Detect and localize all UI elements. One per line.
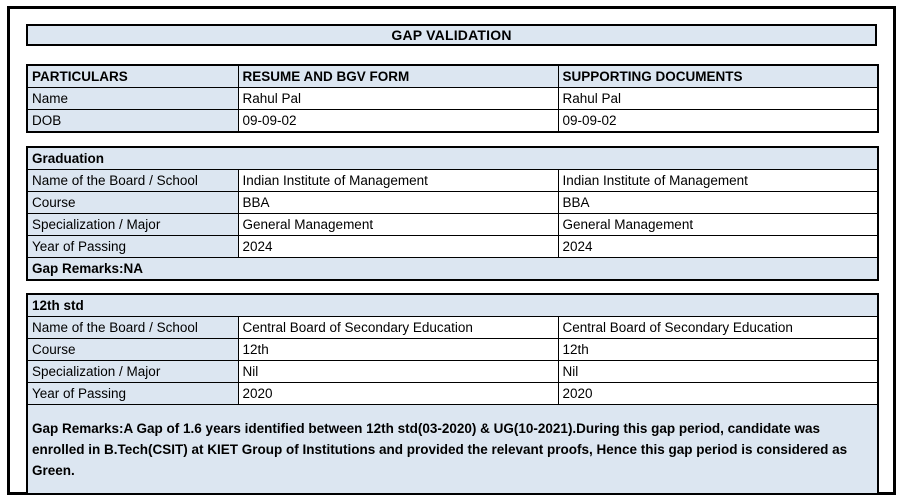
year-supporting-value: 2020: [557, 382, 879, 405]
table-row-course: Course 12th 12th: [26, 338, 879, 361]
row-label-dob: DOB: [26, 109, 239, 133]
table-row-name: Name Rahul Pal Rahul Pal: [26, 87, 879, 110]
row-label-specialization: Specialization / Major: [26, 360, 239, 383]
course-resume-value: BBA: [237, 191, 559, 214]
table-row-dob: DOB 09-09-02 09-09-02: [26, 109, 879, 133]
table-row-course: Course BBA BBA: [26, 191, 879, 214]
twelfth-title-row: 12th std: [26, 293, 879, 317]
name-resume-value: Rahul Pal: [237, 87, 559, 110]
column-header-resume-bgv: RESUME AND BGV FORM: [237, 64, 559, 88]
specialization-supporting-value: General Management: [557, 213, 879, 236]
table-row-specialization: Specialization / Major Nil Nil: [26, 360, 879, 383]
row-label-course: Course: [26, 338, 239, 361]
row-label-year-of-passing: Year of Passing: [26, 382, 239, 405]
board-school-resume-value: Indian Institute of Management: [237, 169, 559, 192]
board-school-supporting-value: Central Board of Secondary Education: [557, 316, 879, 339]
section-title-graduation: Graduation: [26, 146, 879, 170]
twelfth-gap-remarks-row: Gap Remarks:A Gap of 1.6 years identifie…: [26, 404, 879, 495]
particulars-header-row: PARTICULARS RESUME AND BGV FORM SUPPORTI…: [26, 64, 879, 88]
graduation-title-row: Graduation: [26, 146, 879, 170]
table-row-board-school: Name of the Board / School Central Board…: [26, 316, 879, 339]
specialization-resume-value: General Management: [237, 213, 559, 236]
row-label-board-school: Name of the Board / School: [26, 169, 239, 192]
gap-remarks-graduation: Gap Remarks:NA: [26, 257, 879, 281]
table-row-year-of-passing: Year of Passing 2024 2024: [26, 235, 879, 258]
row-label-board-school: Name of the Board / School: [26, 316, 239, 339]
graduation-table: Graduation Name of the Board / School In…: [26, 146, 880, 281]
year-supporting-value: 2024: [557, 235, 879, 258]
row-label-name: Name: [26, 87, 239, 110]
dob-supporting-value: 09-09-02: [557, 109, 879, 133]
board-school-supporting-value: Indian Institute of Management: [557, 169, 879, 192]
year-resume-value: 2024: [237, 235, 559, 258]
graduation-gap-remarks-row: Gap Remarks:NA: [26, 257, 879, 281]
page-title: GAP VALIDATION: [26, 24, 877, 46]
column-header-particulars: PARTICULARS: [26, 64, 239, 88]
dob-resume-value: 09-09-02: [237, 109, 559, 133]
table-row-year-of-passing: Year of Passing 2020 2020: [26, 382, 879, 405]
row-label-year-of-passing: Year of Passing: [26, 235, 239, 258]
gap-remarks-twelfth-std: Gap Remarks:A Gap of 1.6 years identifie…: [26, 404, 879, 495]
course-supporting-value: 12th: [557, 338, 879, 361]
course-supporting-value: BBA: [557, 191, 879, 214]
specialization-supporting-value: Nil: [557, 360, 879, 383]
row-label-course: Course: [26, 191, 239, 214]
table-row-specialization: Specialization / Major General Managemen…: [26, 213, 879, 236]
specialization-resume-value: Nil: [237, 360, 559, 383]
year-resume-value: 2020: [237, 382, 559, 405]
board-school-resume-value: Central Board of Secondary Education: [237, 316, 559, 339]
row-label-specialization: Specialization / Major: [26, 213, 239, 236]
table-row-board-school: Name of the Board / School Indian Instit…: [26, 169, 879, 192]
course-resume-value: 12th: [237, 338, 559, 361]
column-header-supporting-docs: SUPPORTING DOCUMENTS: [557, 64, 879, 88]
name-supporting-value: Rahul Pal: [557, 87, 879, 110]
section-title-twelfth-std: 12th std: [26, 293, 879, 317]
particulars-table: PARTICULARS RESUME AND BGV FORM SUPPORTI…: [26, 64, 879, 133]
twelfth-std-table: 12th std Name of the Board / School Cent…: [26, 293, 880, 495]
